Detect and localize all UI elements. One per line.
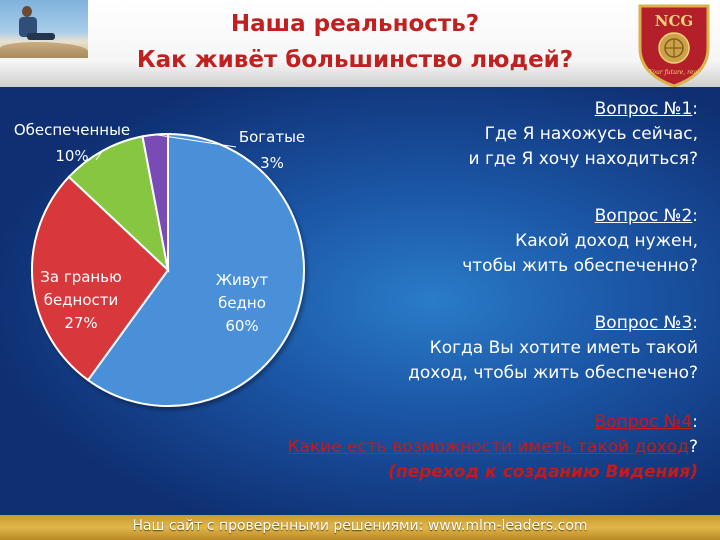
question-1-colon: : bbox=[692, 99, 698, 119]
question-2-colon: : bbox=[692, 206, 698, 226]
question-2-number: Вопрос №2 bbox=[594, 206, 693, 226]
leader-line bbox=[155, 134, 237, 148]
slice-label: бедно bbox=[218, 294, 266, 312]
question-2: Вопрос №2: Какой доход нужен, чтобы жить… bbox=[462, 204, 698, 279]
leader-line bbox=[95, 150, 103, 161]
question-3: Вопрос №3: Когда Вы хотите иметь такой д… bbox=[408, 311, 698, 386]
slice-label: 27% bbox=[64, 314, 97, 332]
question-2-line-2: чтобы жить обеспеченно? bbox=[462, 256, 698, 276]
slice-label: 3% bbox=[260, 154, 284, 172]
question-1-number: Вопрос №1 bbox=[594, 99, 693, 119]
question-4-colon: : bbox=[692, 412, 698, 432]
question-1-line-1: Где Я нахожусь сейчас, bbox=[484, 124, 698, 144]
pie-chart: Живут бедно 60% За гранью бедности 27% Обеспеч… bbox=[14, 121, 305, 407]
header: Наша реальность? Как живёт большинство л… bbox=[0, 0, 720, 88]
slice-label: бедности bbox=[44, 291, 119, 309]
question-4-line-1: Какие есть возможности иметь такой доход bbox=[287, 437, 689, 457]
question-3-line-2: доход, чтобы жить обеспечено? bbox=[408, 363, 698, 383]
slice-label: Обеспеченные bbox=[14, 121, 130, 139]
footer-bar: Наш сайт с проверенными решениями: www.m… bbox=[0, 515, 720, 540]
pie-slice bbox=[31, 175, 170, 382]
slice-label: Богатые bbox=[239, 128, 305, 146]
page-title: Наша реальность? Как живёт большинство л… bbox=[100, 6, 610, 78]
slice-label: 10% bbox=[55, 147, 88, 165]
question-1: Вопрос №1: Где Я нахожусь сейчас, и где … bbox=[469, 97, 699, 172]
logo-tagline: Your future, real bbox=[649, 69, 699, 76]
question-1-line-2: и где Я хочу находиться? bbox=[468, 149, 699, 169]
pie-slice bbox=[141, 132, 169, 271]
footer-website-link[interactable]: Наш сайт с проверенными решениями: www.m… bbox=[132, 518, 588, 534]
question-3-line-1: Когда Вы хотите иметь такой bbox=[429, 338, 698, 358]
slice-label: 60% bbox=[225, 317, 258, 335]
slice-label: За гранью bbox=[40, 268, 121, 286]
question-3-colon: : bbox=[692, 313, 698, 333]
logo-text: NCG bbox=[655, 12, 693, 30]
question-4-line-2: (переход к созданию Видения) bbox=[388, 462, 698, 482]
question-4: Вопрос №4: Какие есть возможности иметь … bbox=[287, 410, 698, 485]
slice-label: Живут bbox=[216, 271, 269, 289]
title-line-2: Как живёт большинство людей? bbox=[136, 47, 574, 73]
header-photo bbox=[0, 0, 88, 58]
question-4-number: Вопрос №4 bbox=[594, 412, 693, 432]
main-panel: Живут бедно 60% За гранью бедности 27% Обеспеч… bbox=[0, 87, 720, 515]
question-2-line-1: Какой доход нужен, bbox=[515, 231, 698, 251]
title-line-1: Наша реальность? bbox=[230, 11, 480, 37]
question-3-number: Вопрос №3 bbox=[594, 313, 693, 333]
question-4-line-1-end: ? bbox=[688, 437, 698, 457]
ncg-crest-icon: NCG Your future, real bbox=[638, 4, 710, 88]
pie-slice bbox=[86, 132, 305, 407]
